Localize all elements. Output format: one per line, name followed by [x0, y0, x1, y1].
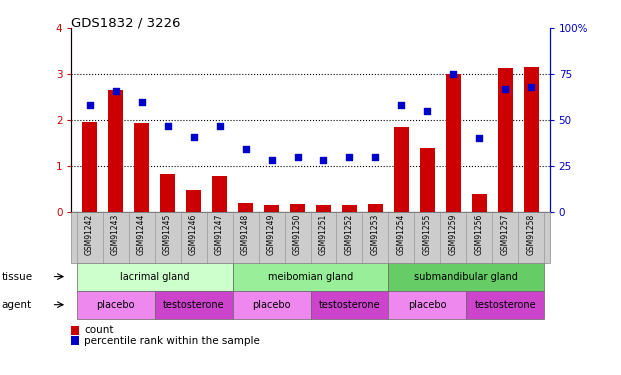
Text: GSM91245: GSM91245 — [163, 214, 172, 255]
Point — [215, 123, 225, 129]
Text: GSM91259: GSM91259 — [449, 214, 458, 255]
Bar — [315, 205, 331, 212]
Text: GSM91249: GSM91249 — [267, 214, 276, 255]
Bar — [524, 67, 539, 212]
Text: lacrimal gland: lacrimal gland — [120, 272, 189, 282]
Point — [527, 84, 537, 90]
Text: GSM91254: GSM91254 — [397, 214, 406, 255]
Bar — [290, 204, 306, 212]
Text: testosterone: testosterone — [474, 300, 536, 310]
Point — [501, 86, 510, 92]
Point — [319, 158, 329, 164]
Bar — [471, 194, 487, 212]
Text: GSM91255: GSM91255 — [423, 214, 432, 255]
Text: GSM91247: GSM91247 — [215, 214, 224, 255]
Bar — [394, 127, 409, 212]
Point — [345, 154, 355, 160]
Text: GSM91251: GSM91251 — [319, 214, 328, 255]
Point — [111, 88, 120, 94]
Text: GSM91243: GSM91243 — [111, 214, 120, 255]
Text: GSM91244: GSM91244 — [137, 214, 146, 255]
Text: count: count — [84, 326, 114, 335]
Text: GSM91257: GSM91257 — [501, 214, 510, 255]
Text: tissue: tissue — [1, 272, 32, 282]
Text: testosterone: testosterone — [163, 300, 224, 310]
Bar — [497, 68, 513, 212]
Text: GSM91246: GSM91246 — [189, 214, 198, 255]
Text: GSM91242: GSM91242 — [85, 214, 94, 255]
Text: GSM91256: GSM91256 — [475, 214, 484, 255]
Bar — [186, 190, 201, 212]
Text: GSM91248: GSM91248 — [241, 214, 250, 255]
Text: GSM91250: GSM91250 — [293, 214, 302, 255]
Text: placebo: placebo — [252, 300, 291, 310]
Text: percentile rank within the sample: percentile rank within the sample — [84, 336, 260, 345]
Bar — [446, 74, 461, 212]
Point — [292, 154, 302, 160]
Point — [137, 99, 147, 105]
Bar — [108, 90, 124, 212]
Point — [189, 134, 199, 140]
Text: GSM91252: GSM91252 — [345, 214, 354, 255]
Point — [448, 71, 458, 77]
Point — [84, 102, 94, 108]
Bar — [134, 123, 150, 212]
Text: GSM91258: GSM91258 — [527, 214, 536, 255]
Text: placebo: placebo — [408, 300, 446, 310]
Point — [163, 123, 173, 129]
Text: testosterone: testosterone — [319, 300, 380, 310]
Point — [396, 102, 406, 108]
Bar — [212, 176, 227, 212]
Bar — [264, 205, 279, 212]
Text: submandibular gland: submandibular gland — [414, 272, 519, 282]
Point — [240, 146, 250, 152]
Text: placebo: placebo — [96, 300, 135, 310]
Bar — [368, 204, 383, 212]
Text: GSM91253: GSM91253 — [371, 214, 380, 255]
Point — [474, 135, 484, 141]
Text: GDS1832 / 3226: GDS1832 / 3226 — [71, 17, 181, 30]
Bar — [238, 202, 253, 212]
Text: agent: agent — [1, 300, 32, 310]
Bar — [420, 148, 435, 212]
Bar — [82, 122, 97, 212]
Point — [266, 158, 276, 164]
Point — [422, 108, 432, 114]
Text: meibomian gland: meibomian gland — [268, 272, 353, 282]
Bar — [160, 174, 175, 212]
Bar — [342, 205, 357, 212]
Point — [371, 154, 381, 160]
